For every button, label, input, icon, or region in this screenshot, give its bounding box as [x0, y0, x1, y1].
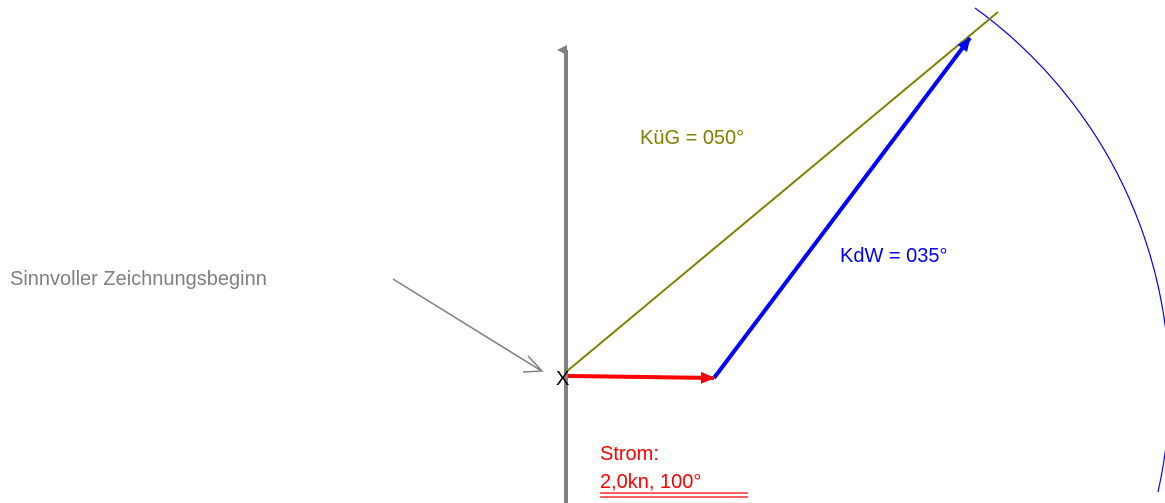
current-arrow — [567, 371, 715, 384]
start-hint-label: Sinnvoller Zeichnungsbeginn — [10, 268, 267, 290]
current-title: Strom: — [600, 443, 659, 465]
start-mark: X — [556, 368, 569, 390]
hint-pointer — [392, 278, 541, 371]
course-over-ground-line — [565, 11, 999, 373]
current-value: 2,0kn, 100° — [600, 471, 701, 493]
hint-pointer-head — [522, 355, 544, 373]
course-over-ground-label: KüG = 050° — [640, 127, 744, 149]
course-through-water-arrow — [712, 36, 972, 380]
distance-arc — [974, 7, 1165, 493]
course-through-water-label: KdW = 035° — [840, 245, 948, 267]
